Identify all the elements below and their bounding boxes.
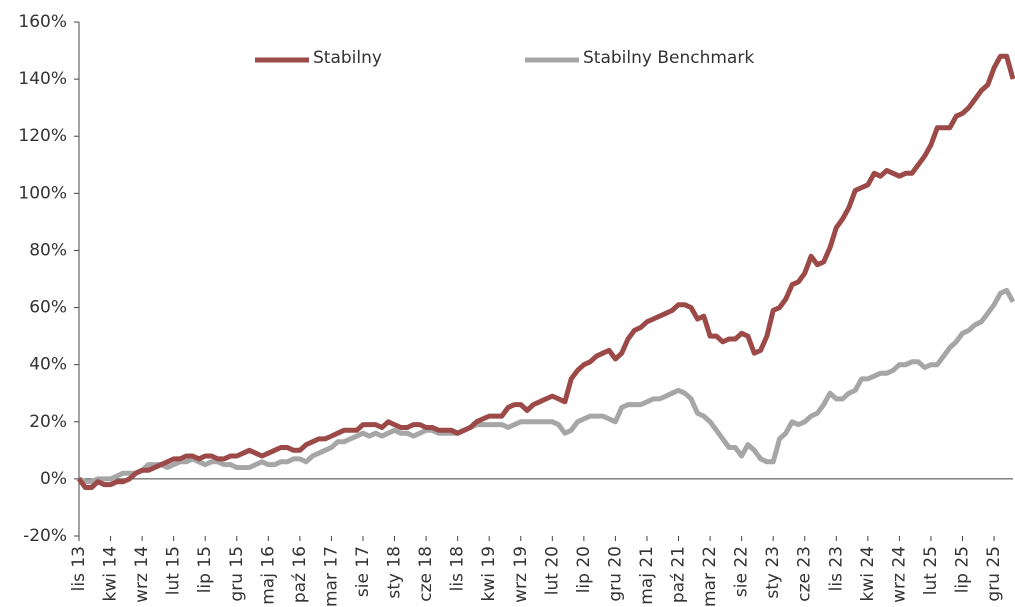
x-tick-label: mar 22 [700, 546, 720, 607]
x-tick-label: gru 25 [984, 546, 1004, 602]
x-tick-label: cze 18 [416, 546, 436, 602]
x-tick-label: gru 20 [605, 546, 625, 602]
legend-label: Stabilny [313, 48, 382, 68]
x-tick-label: lip 25 [953, 546, 973, 593]
x-tick-label: lut 15 [164, 546, 184, 595]
x-tick-label: lip 15 [195, 546, 215, 593]
x-tick-label: lis 18 [448, 546, 468, 591]
y-tick-label: 20% [29, 412, 67, 432]
x-tick-label: sie 22 [732, 546, 752, 597]
x-tick-label: lis 13 [69, 546, 89, 591]
x-tick-label: cze 23 [795, 546, 815, 602]
y-tick-label: 160% [18, 12, 67, 32]
y-tick-label: 40% [29, 355, 67, 375]
x-tick-label: kwi 14 [101, 546, 121, 602]
x-tick-label: lut 20 [542, 546, 562, 595]
x-tick-label: paź 21 [669, 546, 689, 603]
series-line [77, 287, 1015, 485]
x-tick-label: sty 23 [763, 546, 783, 599]
x-tick-label: kwi 24 [858, 546, 878, 602]
x-tick-label: lis 23 [826, 546, 846, 591]
y-tick-label: 80% [29, 240, 67, 260]
x-tick-label: wrz 24 [889, 546, 909, 603]
x-tick-label: mar 17 [321, 546, 341, 607]
y-tick-label: 100% [18, 183, 67, 203]
x-tick-label: maj 16 [258, 546, 278, 605]
y-tick-label: -20% [23, 526, 67, 546]
x-tick-label: gru 15 [227, 546, 247, 602]
y-tick-label: 120% [18, 126, 67, 146]
x-tick-label: kwi 19 [479, 546, 499, 602]
y-tick-label: 60% [29, 298, 67, 318]
x-tick-label: wrz 14 [132, 546, 152, 603]
x-tick-label: lip 20 [574, 546, 594, 593]
legend-label: Stabilny Benchmark [583, 48, 754, 68]
x-tick-label: sie 17 [353, 546, 373, 597]
y-tick-label: 140% [18, 69, 67, 89]
x-tick-label: lut 25 [921, 546, 941, 595]
y-tick-label: 0% [40, 469, 67, 489]
series-line [76, 53, 1015, 490]
x-tick-label: paź 16 [290, 546, 310, 603]
x-tick-label: sty 18 [385, 546, 405, 599]
x-tick-label: wrz 19 [511, 546, 531, 603]
x-tick-label: maj 21 [637, 546, 657, 605]
